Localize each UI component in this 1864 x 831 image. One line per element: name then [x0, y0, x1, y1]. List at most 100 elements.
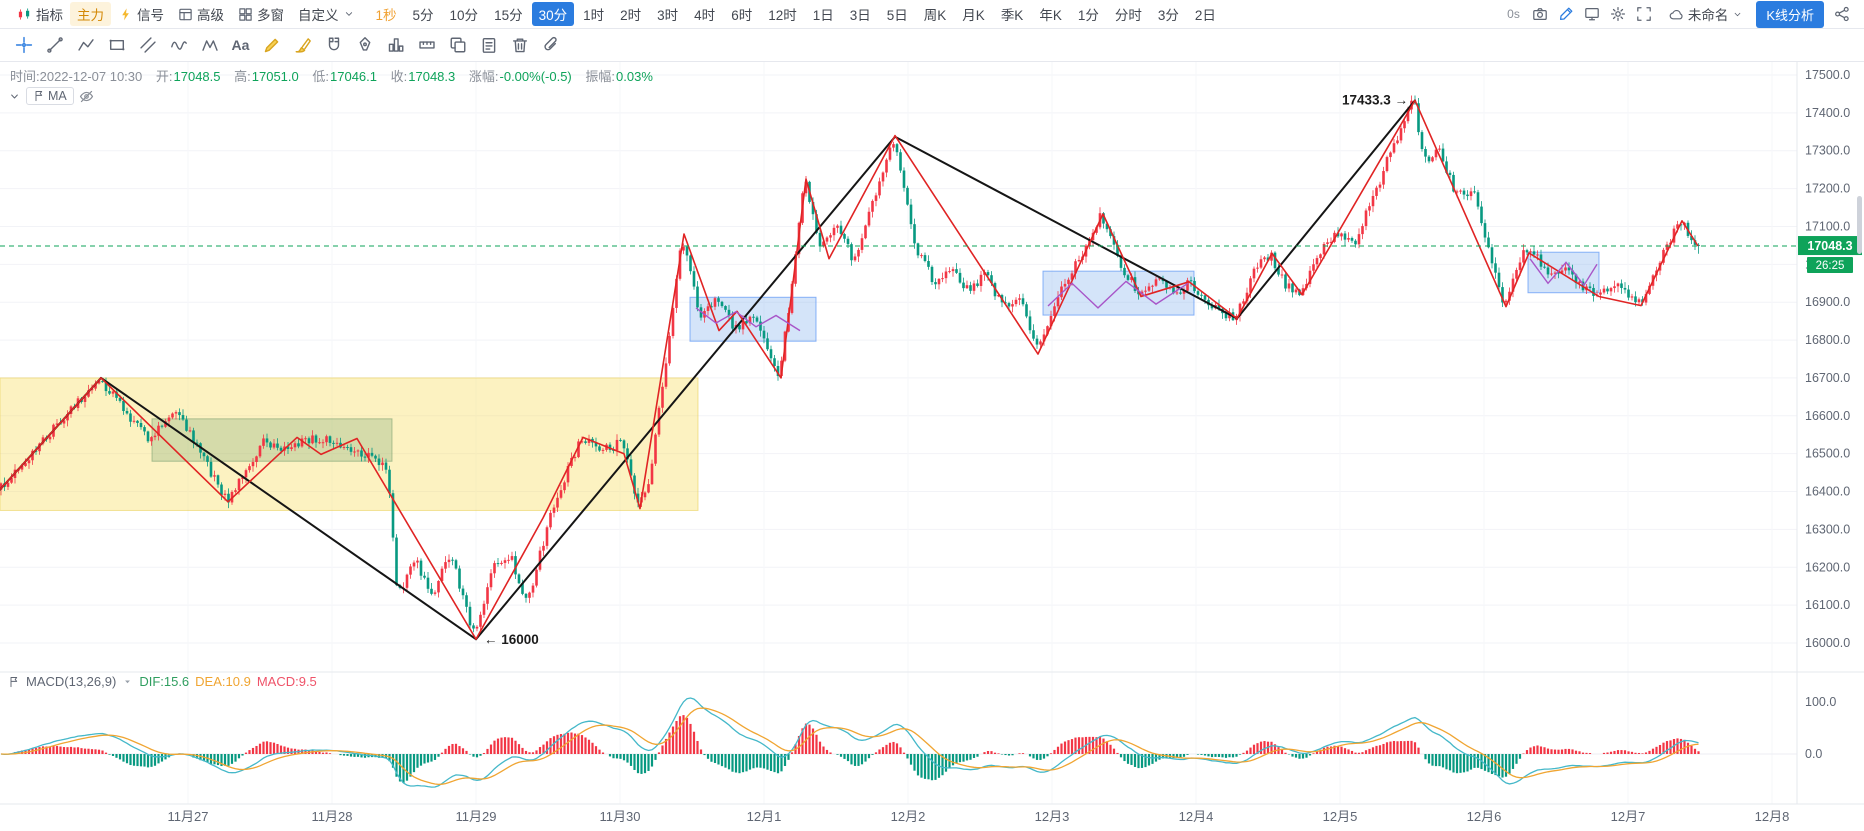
timeframe-item[interactable]: 3分 — [1157, 8, 1179, 23]
pattern-tool-icon[interactable] — [196, 32, 223, 59]
macd-histogram-bar — [811, 728, 815, 754]
timeframe-item[interactable]: 月K — [962, 8, 985, 23]
timeframe-item[interactable]: 4时 — [694, 8, 716, 23]
timeframe-item[interactable]: 6时 — [731, 8, 753, 23]
tool-indicators[interactable]: 指标 — [10, 2, 70, 26]
volume-profile-tool-icon[interactable] — [382, 32, 409, 59]
collapse-chevron-icon[interactable] — [8, 90, 21, 103]
delete-tool-icon[interactable] — [506, 32, 533, 59]
tool-main-force[interactable]: 主力 — [70, 2, 111, 26]
trend-line[interactable] — [100, 376, 477, 641]
chevron-down-icon — [1732, 9, 1743, 20]
current-price-tag — [1798, 236, 1862, 256]
scrollbar-thumb[interactable] — [1857, 196, 1862, 254]
attachment-tool-icon[interactable] — [537, 32, 564, 59]
timeframe-item[interactable]: 10分 — [449, 8, 479, 23]
macd-histogram-bar — [1231, 754, 1235, 758]
measure-tool-icon[interactable] — [413, 32, 440, 59]
candle-body — [563, 482, 566, 491]
tool-signal[interactable]: 信号 — [111, 2, 171, 26]
trendline-tool-icon[interactable] — [41, 32, 68, 59]
macd-histogram-bar — [1207, 754, 1210, 757]
candle-body — [923, 255, 927, 262]
polyline-tool-icon[interactable] — [72, 32, 99, 59]
macd-histogram-bar — [1151, 754, 1154, 764]
copy-tool-icon[interactable] — [444, 32, 471, 59]
candle-body — [990, 275, 993, 284]
timeframe-item[interactable]: 1日 — [812, 8, 834, 23]
timeframe-item-active[interactable]: 30分 — [531, 2, 575, 26]
pen-tool-icon[interactable] — [351, 32, 378, 59]
macd-histogram-bar — [139, 754, 143, 767]
monitor-icon[interactable] — [1580, 2, 1604, 26]
tool-multi-window[interactable]: 多窗 — [231, 2, 291, 26]
timeframe-item[interactable]: 5分 — [412, 8, 434, 23]
gear-icon[interactable] — [1606, 2, 1630, 26]
date-axis-label: 11月29 — [456, 809, 497, 824]
clipboard-tool-icon[interactable] — [475, 32, 502, 59]
timeframe-item[interactable]: 年K — [1039, 8, 1062, 23]
highlighter-tool-icon[interactable] — [258, 32, 285, 59]
trend-line[interactable] — [1236, 99, 1416, 320]
tool-custom[interactable]: 自定义 — [291, 2, 362, 26]
brush-tool-icon[interactable] — [289, 32, 316, 59]
timeframe-item[interactable]: 1时 — [583, 8, 605, 23]
text-tool-icon[interactable]: Aa — [227, 32, 254, 59]
macd-histogram-bar — [1350, 750, 1354, 754]
eye-off-icon[interactable] — [79, 89, 94, 104]
macd-histogram-bar — [584, 737, 587, 754]
channel-tool-icon[interactable] — [134, 32, 161, 59]
timeframe-item[interactable]: 15分 — [494, 8, 523, 23]
macd-histogram-bar — [930, 754, 934, 781]
caret-down-icon[interactable] — [122, 676, 133, 687]
magnet-tool-icon[interactable] — [320, 32, 347, 59]
mini-zigzag-line[interactable] — [1047, 280, 1189, 309]
timeframe-item[interactable]: 5日 — [886, 8, 908, 23]
mini-zigzag-line[interactable] — [1529, 258, 1598, 287]
macd-histogram-bar — [433, 754, 437, 760]
rectangle-tool-icon[interactable] — [103, 32, 130, 59]
candle-body — [955, 269, 958, 273]
candle-body — [122, 400, 125, 412]
timeframe-item[interactable]: 12时 — [768, 8, 797, 23]
candle-body — [1284, 274, 1287, 289]
tool-advanced[interactable]: 高级 — [171, 2, 231, 26]
timeframe-item[interactable]: 3时 — [657, 8, 679, 23]
timeframe-item[interactable]: 2日 — [1194, 8, 1216, 23]
wave-tool-icon[interactable] — [165, 32, 192, 59]
crosshair-tool-icon[interactable] — [10, 32, 37, 59]
pencil-icon[interactable] — [1554, 2, 1578, 26]
fullscreen-icon[interactable] — [1632, 2, 1656, 26]
price-annotation: ← 16000 — [484, 632, 539, 647]
macd-histogram-bar — [398, 754, 402, 782]
macd-histogram-bar — [458, 746, 461, 754]
layout-name-button[interactable]: 未命名 — [1662, 2, 1751, 26]
macd-indicator-name[interactable]: MACD(13,26,9) — [26, 674, 117, 689]
candle-body — [1357, 234, 1361, 245]
candle-body — [668, 335, 671, 364]
candle-body — [1508, 291, 1511, 301]
camera-icon[interactable] — [1528, 2, 1552, 26]
candle-body — [626, 448, 629, 460]
zigzag-line[interactable] — [0, 99, 1699, 641]
timeframe-item[interactable]: 1分 — [1077, 8, 1099, 23]
kline-analysis-button[interactable]: K线分析 — [1756, 0, 1824, 28]
macd-histogram-bar — [822, 746, 825, 754]
timeframe-item[interactable]: 2时 — [620, 8, 642, 23]
timeframe-item[interactable]: 周K — [923, 8, 947, 23]
share-icon[interactable] — [1830, 2, 1854, 26]
timeframe-item[interactable]: 分时 — [1114, 8, 1142, 23]
timeframe-item[interactable]: 季K — [1000, 8, 1024, 23]
green-zone[interactable] — [151, 418, 393, 462]
bar-time: 时间:2022-12-07 10:30 — [10, 69, 143, 84]
timeframe-item[interactable]: 1秒 — [375, 8, 397, 23]
macd-histogram-bar — [500, 737, 503, 754]
mini-zigzag-line[interactable] — [695, 307, 801, 332]
ma-indicator-chip[interactable]: MA — [26, 87, 74, 105]
macd-histogram-bar — [1602, 752, 1606, 754]
timeframe-item[interactable]: 3日 — [849, 8, 871, 23]
trend-line[interactable] — [475, 135, 896, 641]
candle-body — [878, 181, 881, 196]
chart-canvas[interactable]: 17500.017400.017300.017200.017100.017000… — [0, 62, 1864, 831]
